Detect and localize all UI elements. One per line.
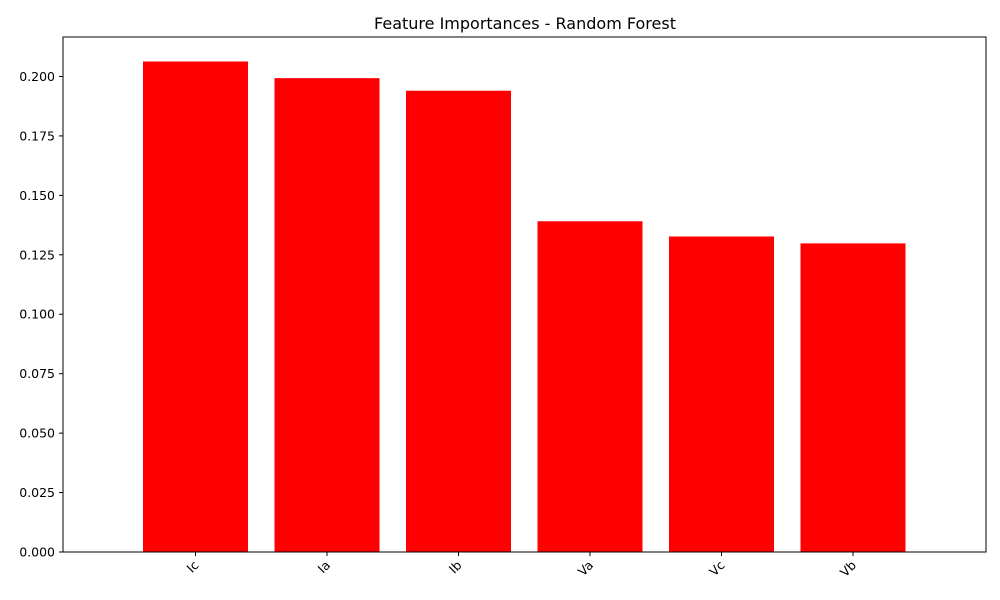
bar-ib (406, 90, 511, 553)
x-tick-label-ia: Ia (314, 558, 333, 577)
y-tick-label: 0.050 (19, 426, 55, 441)
y-tick-label: 0.100 (19, 307, 55, 322)
x-tick-label-vb: Vb (837, 557, 859, 579)
bar-va (537, 221, 643, 552)
x-tick-label-vc: Vc (706, 557, 728, 579)
bar-ic (143, 61, 248, 553)
y-axis: 0.000 0.025 0.050 0.075 0.100 0.125 0.150 0.175… (19, 69, 63, 560)
bar-vc (669, 236, 774, 552)
y-tick-label: 0.175 (19, 128, 55, 143)
y-tick-label: 0.125 (19, 247, 55, 262)
y-tick-label: 0.025 (19, 485, 55, 500)
y-tick-label: 0.150 (19, 188, 55, 203)
y-tick-label: 0.200 (19, 69, 55, 84)
y-tick-label: 0.075 (19, 366, 55, 381)
bars-group (143, 61, 906, 553)
chart-title: Feature Importances - Random Forest (374, 14, 676, 33)
x-tick-label-ib: Ib (446, 557, 465, 576)
plot-frame (62, 36, 987, 553)
bar-vb (800, 243, 906, 552)
x-tick-label-ic: Ic (184, 557, 202, 575)
x-tick-label-va: Va (575, 558, 596, 579)
y-tick-label: 0.000 (19, 545, 55, 560)
x-axis: Ic Ia Ib Va Vc Vb (184, 552, 859, 580)
bar-ia (274, 78, 380, 552)
